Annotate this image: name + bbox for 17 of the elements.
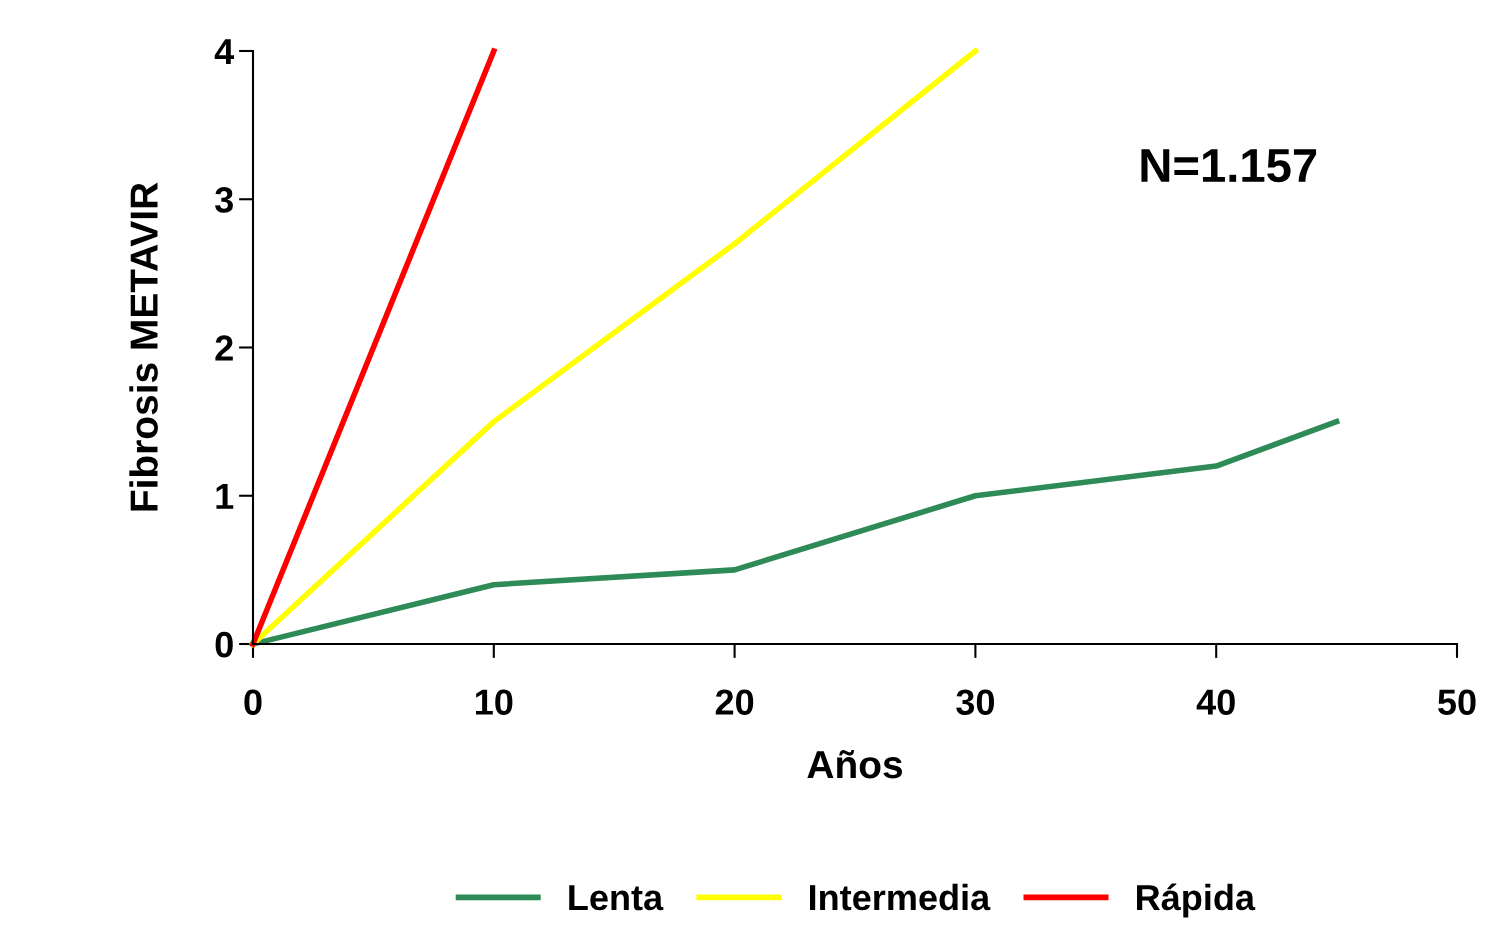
x-tick-label: 40: [1196, 689, 1235, 715]
x-tick-label: 50: [1438, 689, 1476, 715]
x-axis-title: Años: [807, 750, 903, 779]
y-tick-label: 1: [216, 483, 234, 509]
y-tick-label: 3: [215, 187, 233, 213]
x-tick-label: 20: [715, 689, 754, 715]
legend-label: Lenta: [569, 885, 664, 911]
x-tick-label: 0: [244, 689, 262, 715]
y-tick-label: 0: [215, 631, 233, 658]
legend-label: Intermedia: [809, 883, 991, 911]
x-tick-label: 30: [956, 689, 994, 716]
annotation: N=1.157: [1141, 149, 1317, 183]
y-tick-label: 2: [215, 335, 233, 361]
y-tick-label: 4: [214, 39, 235, 65]
x-tick-label: 10: [475, 689, 513, 715]
y-axis-title: Fibrosis METAVIR: [129, 182, 158, 511]
legend-label: Rápida: [1137, 883, 1256, 918]
